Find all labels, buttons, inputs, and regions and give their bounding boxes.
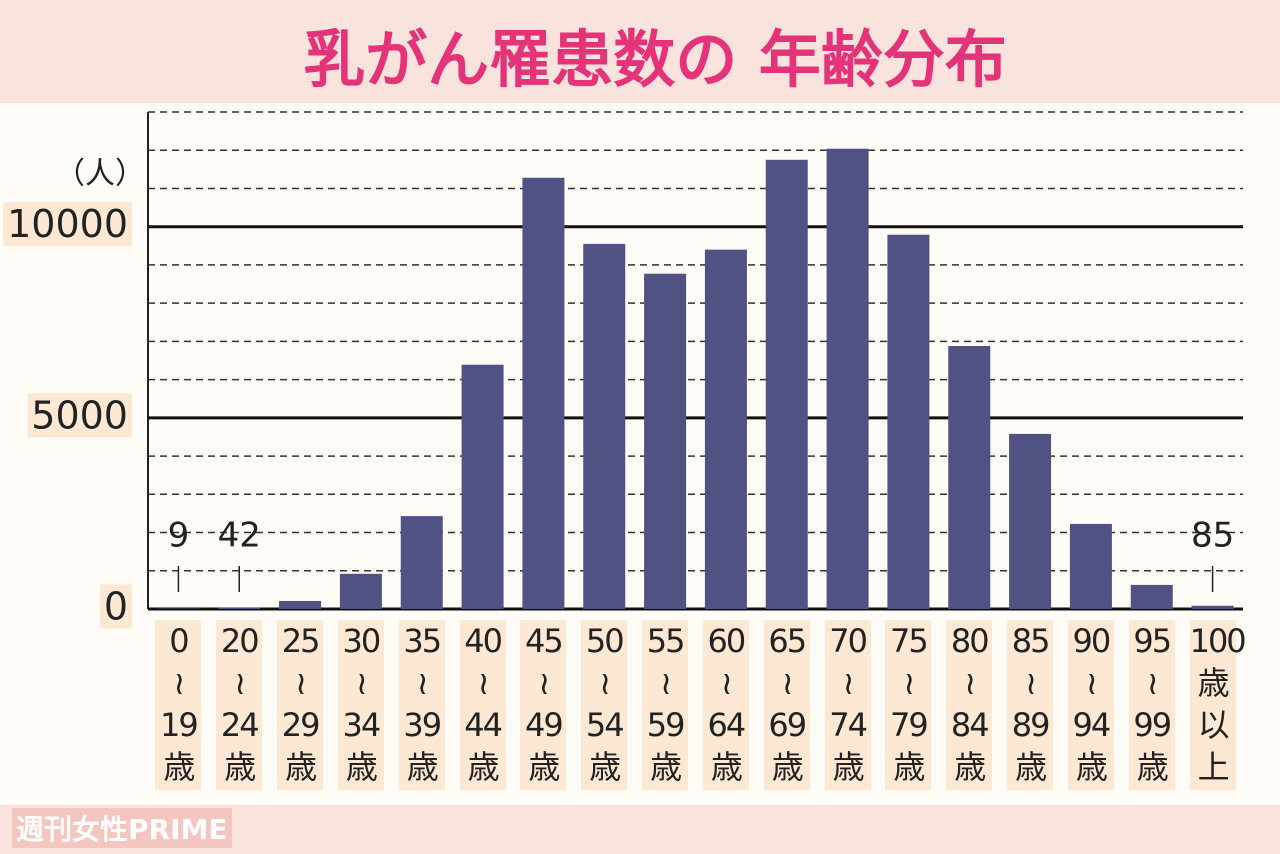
y-tick-label: 10000 bbox=[7, 202, 128, 246]
bar bbox=[279, 600, 322, 609]
x-tick-label: 95 ≀ 99 歳 bbox=[1128, 620, 1175, 790]
y-tick-label-background bbox=[27, 393, 132, 438]
x-tick-label: 65 ≀ 69 歳 bbox=[763, 620, 810, 790]
x-tick-label: 100 歳 以 上 bbox=[1189, 620, 1247, 790]
data-label: 9 bbox=[168, 516, 190, 556]
x-tick-label: 85 ≀ 89 歳 bbox=[1007, 620, 1054, 790]
x-tick-label: 80 ≀ 84 歳 bbox=[946, 620, 993, 790]
x-tick-label: 90 ≀ 94 歳 bbox=[1067, 620, 1114, 790]
y-tick-label-background bbox=[3, 202, 132, 247]
data-label: 85 bbox=[1191, 516, 1234, 556]
data-label: 42 bbox=[218, 516, 261, 556]
bar bbox=[522, 177, 565, 609]
bar bbox=[1069, 523, 1112, 609]
x-tick-label: 70 ≀ 74 歳 bbox=[824, 620, 871, 790]
x-tick-label: 0 ≀ 19 歳 bbox=[155, 620, 202, 790]
x-tick-label: 20 ≀ 24 歳 bbox=[216, 620, 263, 790]
bar bbox=[339, 573, 382, 609]
x-tick-label: 55 ≀ 59 歳 bbox=[642, 620, 689, 790]
chart-title: 乳がん罹患数の 年齢分布 bbox=[303, 23, 1007, 96]
bar bbox=[704, 249, 747, 609]
x-tick-label: 40 ≀ 44 歳 bbox=[459, 620, 506, 790]
bar bbox=[765, 159, 808, 610]
bar bbox=[1191, 605, 1234, 609]
watermark: 週刊女性PRIME bbox=[12, 808, 232, 848]
x-tick-label: 60 ≀ 64 歳 bbox=[702, 620, 749, 790]
bar bbox=[948, 345, 991, 609]
x-tick-label: 75 ≀ 79 歳 bbox=[885, 620, 932, 790]
y-tick-label: 5000 bbox=[31, 393, 128, 437]
x-tick-label: 45 ≀ 49 歳 bbox=[520, 620, 567, 790]
bar bbox=[1009, 433, 1052, 609]
x-tick-label: 25 ≀ 29 歳 bbox=[277, 620, 324, 790]
x-tick-label: 35 ≀ 39 歳 bbox=[398, 620, 445, 790]
x-tick-label: 50 ≀ 54 歳 bbox=[581, 620, 628, 790]
bar bbox=[644, 273, 687, 609]
plot-background bbox=[0, 103, 1280, 805]
bar bbox=[826, 148, 869, 609]
bar bbox=[583, 243, 626, 609]
bar bbox=[461, 364, 504, 609]
y-tick-label-background bbox=[99, 584, 132, 629]
y-axis-label: （人） bbox=[55, 157, 145, 192]
x-tick-label: 30 ≀ 34 歳 bbox=[337, 620, 384, 790]
bar bbox=[887, 234, 930, 609]
bar bbox=[400, 516, 443, 609]
y-tick-label: 0 bbox=[104, 585, 128, 629]
bar bbox=[1130, 584, 1173, 609]
bar bbox=[218, 607, 261, 609]
